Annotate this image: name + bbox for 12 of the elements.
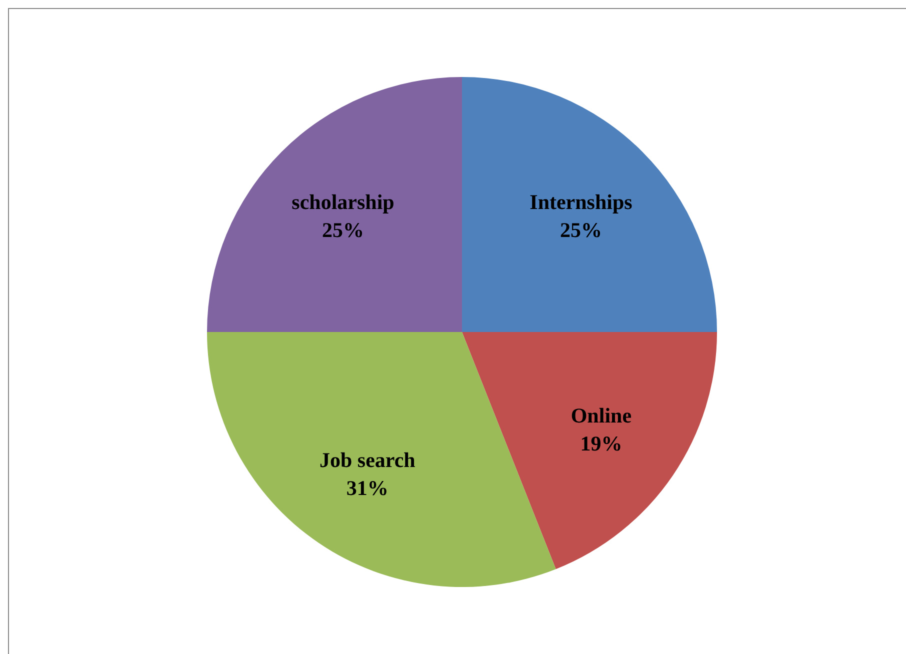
pie-slice	[462, 332, 717, 570]
data-label: 25%	[322, 218, 364, 242]
slice-label: scholarship	[292, 190, 394, 214]
slice-label: Job search	[319, 448, 416, 472]
slice-label: Internships	[530, 190, 632, 214]
data-label: 25%	[560, 218, 602, 242]
data-label: 19%	[580, 432, 622, 456]
pie-slice	[207, 77, 462, 332]
slice-label: Online	[570, 404, 632, 428]
pie-slice	[462, 77, 717, 332]
pie-slice	[207, 332, 556, 587]
data-label: 31%	[346, 476, 388, 500]
